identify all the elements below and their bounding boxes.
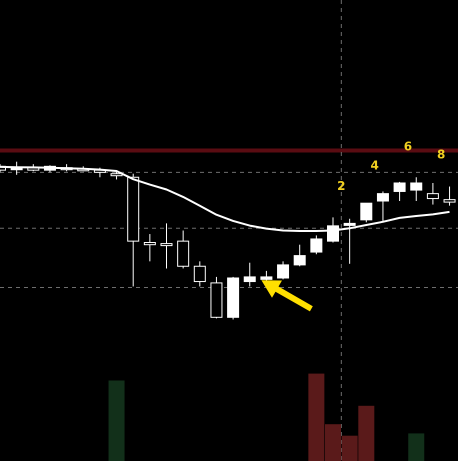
candle-body-14	[227, 277, 240, 318]
volume-bars	[108, 373, 425, 461]
candle-body-23	[376, 193, 389, 202]
volume-bar-1	[308, 373, 325, 461]
candle-body-10	[160, 243, 173, 247]
sequence-label-8: 8	[437, 148, 445, 162]
candle-body-26	[426, 193, 439, 200]
arrow-icon	[261, 280, 313, 312]
candle-26	[426, 182, 439, 205]
candle-24	[393, 181, 406, 202]
candle-body-22	[360, 202, 373, 221]
candle-body-18	[293, 255, 306, 266]
sequence-labels: 2 4 6 8	[337, 140, 445, 194]
candle-body-24	[393, 182, 406, 192]
candle-body-0	[0, 165, 6, 171]
candle-body-11	[177, 240, 190, 267]
candle-body-20	[327, 225, 339, 242]
volume-bar-5	[408, 433, 425, 461]
candle-14	[227, 276, 240, 320]
candle-body-15	[243, 276, 256, 283]
candle-22	[360, 202, 373, 223]
volume-bar-0	[108, 380, 125, 461]
candle-13	[210, 276, 223, 319]
arrow-annotation	[261, 280, 313, 312]
candle-body-13	[210, 282, 223, 318]
sequence-label-2: 2	[337, 179, 345, 193]
volume-bar-4	[358, 405, 375, 461]
candle-10	[160, 223, 173, 269]
candle-body-19	[310, 238, 323, 253]
candle-body-8	[127, 176, 140, 242]
candle-27	[443, 186, 456, 206]
candle-body-17	[277, 264, 290, 279]
moving-average-line	[0, 165, 450, 232]
candle-19	[310, 235, 323, 255]
candles	[0, 161, 456, 320]
sequence-label-6: 6	[404, 140, 412, 154]
candle-18	[293, 244, 306, 267]
volume-bar-2	[325, 424, 341, 461]
candle-12	[193, 261, 206, 287]
candle-15	[243, 262, 256, 287]
candle-11	[177, 230, 190, 269]
volume-bar-3	[341, 435, 358, 461]
candle-25	[410, 177, 423, 202]
sequence-label-4: 4	[370, 159, 378, 173]
candle-0	[0, 164, 6, 173]
candle-23	[376, 191, 389, 221]
candle-21	[343, 218, 356, 264]
candle-9	[143, 234, 156, 262]
candle-body-27	[443, 199, 456, 203]
candle-body-9	[143, 242, 156, 246]
candle-body-16	[260, 276, 273, 280]
candle-body-12	[193, 265, 206, 283]
candle-body-21	[343, 222, 356, 226]
candle-17	[277, 261, 290, 280]
candle-body-25	[410, 182, 423, 191]
candle-8	[127, 173, 140, 287]
